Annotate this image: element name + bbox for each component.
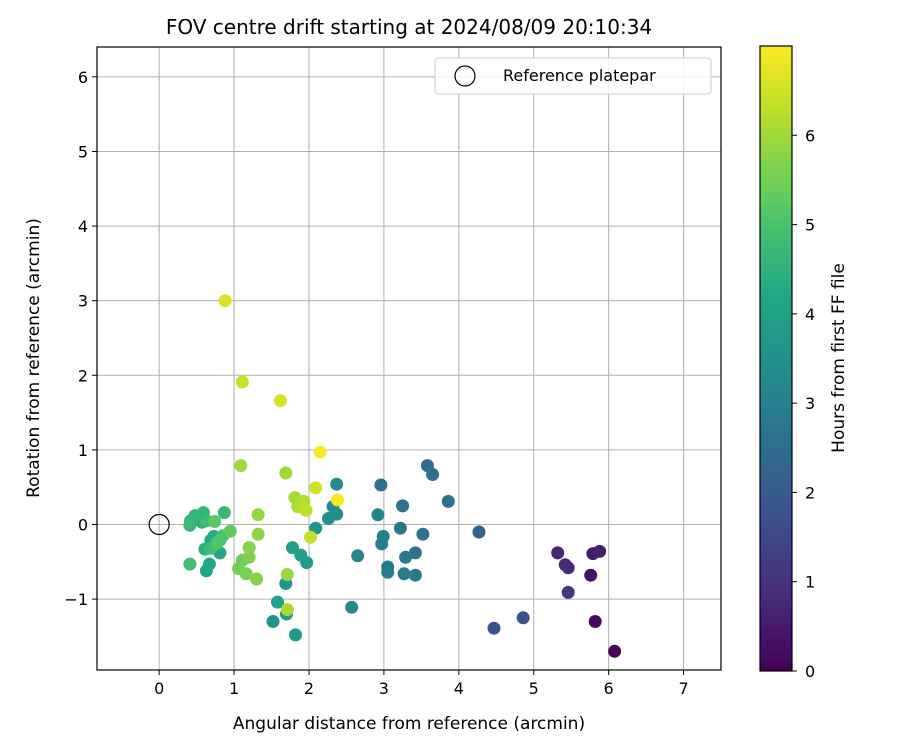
x-axis-ticks: 0 1 2 3 4 5 6 7 xyxy=(154,670,689,698)
data-point xyxy=(322,512,335,525)
data-point xyxy=(250,572,264,586)
y-tick-label: −1 xyxy=(64,590,88,609)
data-point xyxy=(351,549,365,563)
y-tick-label: 1 xyxy=(78,441,88,460)
data-point xyxy=(551,546,565,560)
colorbar-tick-label: 4 xyxy=(805,305,815,324)
data-point xyxy=(202,557,216,571)
y-tick-label: 5 xyxy=(78,142,88,161)
chart-title: FOV centre drift starting at 2024/08/09 … xyxy=(166,15,652,39)
y-tick-label: 4 xyxy=(78,217,88,236)
data-point xyxy=(304,530,317,544)
data-point xyxy=(313,445,327,459)
data-point xyxy=(251,527,265,541)
data-point xyxy=(239,567,253,581)
data-point xyxy=(396,499,410,513)
y-tick-label: 3 xyxy=(78,292,88,311)
data-point xyxy=(274,394,287,408)
colorbar-tick-label: 2 xyxy=(805,483,815,502)
data-point xyxy=(584,568,598,582)
legend-label: Reference platepar xyxy=(503,66,656,85)
data-point xyxy=(208,515,222,528)
data-point xyxy=(393,521,407,535)
colorbar-tick-label: 1 xyxy=(805,573,815,592)
data-point xyxy=(441,494,455,508)
data-point xyxy=(345,600,359,614)
colorbar-tick-label: 0 xyxy=(805,662,815,681)
x-tick-label: 5 xyxy=(529,679,539,698)
colorbar-tick-label: 5 xyxy=(805,216,815,235)
data-point xyxy=(330,477,344,491)
data-point xyxy=(416,527,430,541)
data-point xyxy=(183,518,197,532)
colorbar-tick-label: 6 xyxy=(805,126,815,145)
x-axis-label: Angular distance from reference (arcmin) xyxy=(233,714,585,734)
legend: Reference platepar xyxy=(434,57,712,95)
data-points xyxy=(183,294,622,658)
plot-frame xyxy=(96,46,722,671)
data-point xyxy=(561,561,575,575)
x-tick-label: 7 xyxy=(678,679,688,698)
data-point xyxy=(242,550,256,564)
data-point xyxy=(397,567,411,581)
y-axis-label: Rotation from reference (arcmin) xyxy=(24,218,44,498)
data-point xyxy=(242,541,256,555)
x-tick-label: 1 xyxy=(229,679,239,698)
data-point xyxy=(271,595,284,609)
data-point xyxy=(561,585,575,599)
data-point xyxy=(299,503,313,517)
data-point xyxy=(217,506,231,520)
x-tick-label: 3 xyxy=(379,679,389,698)
data-point xyxy=(516,611,530,625)
data-point xyxy=(223,524,237,538)
grid xyxy=(97,47,721,670)
x-tick-label: 2 xyxy=(304,679,314,698)
data-point xyxy=(235,375,249,389)
data-point xyxy=(286,541,299,555)
y-axis-ticks: −1 0 1 2 3 4 5 6 xyxy=(64,68,97,609)
x-tick-label: 4 xyxy=(454,679,464,698)
data-point xyxy=(280,603,294,617)
data-point xyxy=(234,459,248,473)
data-point xyxy=(472,525,486,539)
y-tick-label: 2 xyxy=(78,366,88,385)
data-point xyxy=(588,615,602,628)
colorbar-label: Hours from first FF file xyxy=(829,263,849,453)
colorbar xyxy=(759,45,793,672)
reference-marker-layer xyxy=(148,513,170,536)
data-point xyxy=(487,621,501,635)
data-point xyxy=(426,468,440,481)
data-point xyxy=(218,294,232,308)
data-point xyxy=(375,537,389,551)
data-point xyxy=(408,546,422,560)
data-point xyxy=(371,508,385,522)
colorbar-tick-label: 3 xyxy=(805,394,815,413)
data-point xyxy=(266,615,280,628)
data-point xyxy=(294,548,308,562)
y-tick-label: 0 xyxy=(78,516,88,535)
reference-platepar-marker xyxy=(148,513,170,536)
x-tick-label: 0 xyxy=(154,679,164,698)
colorbar-ticks: 0 1 2 3 4 5 6 xyxy=(792,126,815,681)
y-tick-label: 6 xyxy=(78,68,88,87)
data-point xyxy=(593,544,607,558)
data-point xyxy=(309,481,323,495)
legend-box xyxy=(434,57,712,95)
data-point xyxy=(608,644,622,658)
data-point xyxy=(399,550,413,564)
data-point xyxy=(251,508,265,522)
data-point xyxy=(331,493,344,507)
data-point xyxy=(279,466,293,480)
data-point xyxy=(289,628,302,642)
x-tick-label: 6 xyxy=(604,679,614,698)
data-point xyxy=(280,568,294,581)
data-point xyxy=(210,536,224,550)
data-point xyxy=(183,557,197,571)
data-point xyxy=(381,565,395,579)
legend-reference-marker xyxy=(454,65,476,87)
data-point xyxy=(374,478,388,492)
data-point xyxy=(408,568,422,582)
